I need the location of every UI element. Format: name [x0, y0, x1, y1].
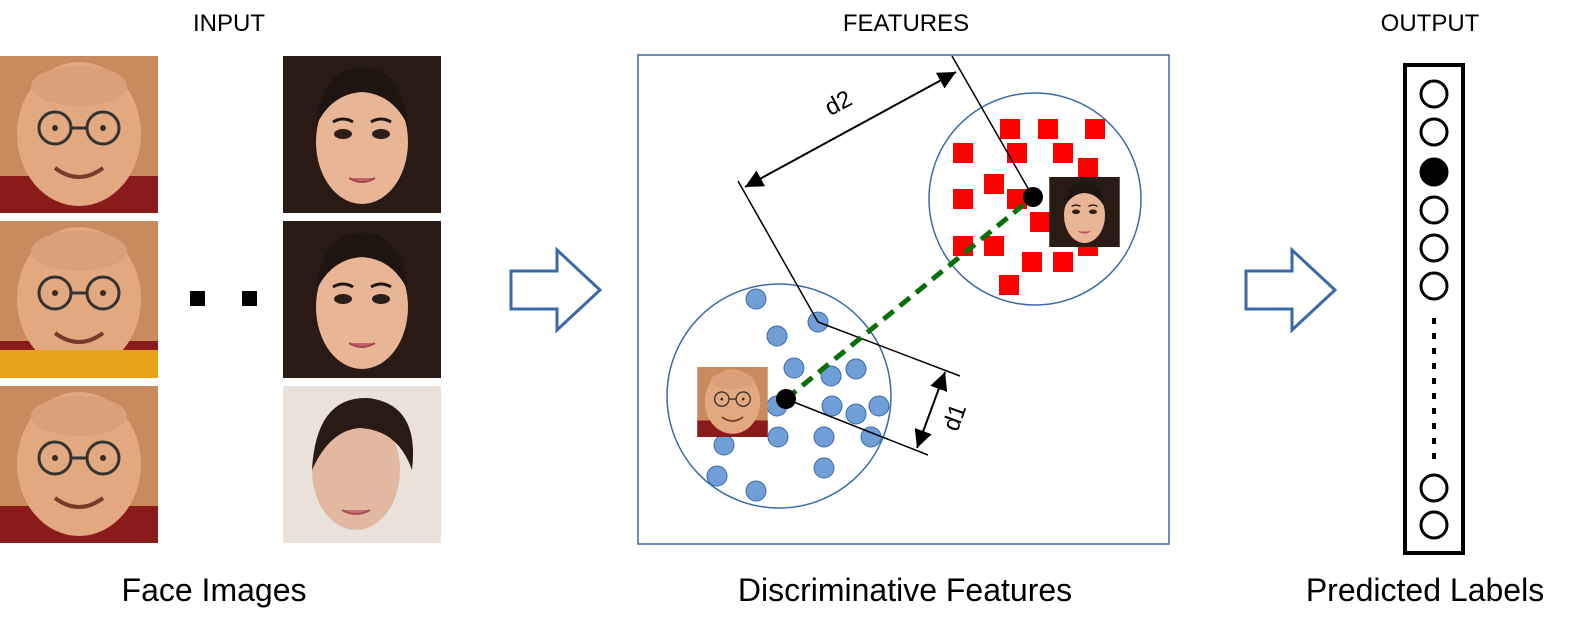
features-heading: FEATURES: [842, 10, 970, 37]
face-image-woman-3: [283, 386, 441, 543]
ellipsis-dot: [190, 291, 205, 306]
features-caption: Discriminative Features: [737, 572, 1073, 608]
d1-extension-line: [785, 398, 929, 456]
output-caption: Predicted Labels: [1305, 572, 1545, 608]
d1-extension-line: [817, 321, 961, 377]
face-image-man-3: [0, 384, 160, 545]
d2-extension-line: [951, 55, 1034, 198]
d2-dimension-arrow: [744, 71, 957, 188]
d1-dimension-arrow: [914, 371, 948, 449]
output-label-circles: [1419, 79, 1449, 540]
blue-class-cluster: [666, 283, 892, 509]
blue-feature-points: [706, 288, 890, 502]
ellipsis-dot: [242, 291, 257, 306]
face-image-man-1: [0, 54, 160, 215]
d2-extension-line: [737, 180, 819, 323]
face-image-woman-1: [281, 54, 443, 215]
red-feature-points: [953, 119, 1105, 295]
blue-center-face-thumbnail: [697, 367, 768, 437]
red-class-cluster: [928, 92, 1142, 306]
flow-arrow-features-to-output: [1244, 246, 1338, 334]
face-image-man-2: [0, 219, 160, 380]
face-image-woman-2: [281, 219, 443, 380]
blue-class-center: [776, 389, 796, 409]
predicted-label-active: [1419, 157, 1449, 187]
input-heading: INPUT: [193, 10, 265, 37]
output-heading: OUTPUT: [1380, 10, 1480, 37]
flow-arrow-input-to-features: [509, 246, 603, 334]
red-center-face-thumbnail: [1049, 177, 1120, 247]
inter-class-center-link: [784, 195, 1035, 401]
input-caption: Face Images: [121, 572, 307, 608]
red-class-center: [1023, 187, 1043, 207]
